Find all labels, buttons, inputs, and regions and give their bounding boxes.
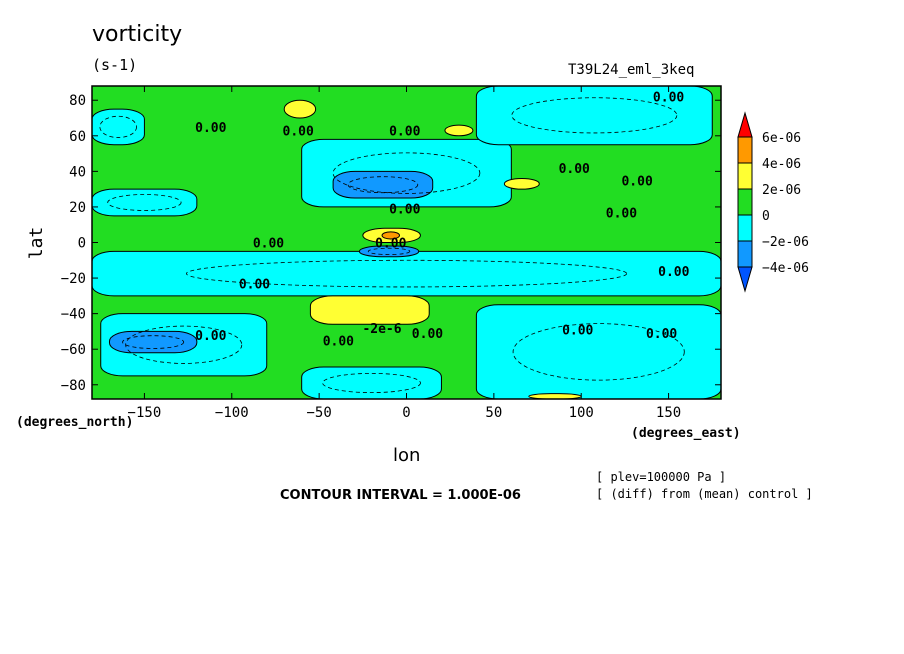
contour-label: 0.00 [389, 124, 420, 139]
colorbar-tick-label: 6e-06 [762, 131, 801, 146]
colorbar-tick-label: −2e-06 [762, 235, 809, 250]
contour-label: 0.00 [412, 327, 443, 342]
region--4e-06_to_-2e-06 [108, 330, 198, 354]
y-tick-label: 20 [69, 200, 86, 216]
colorbar-bottom-arrow [737, 266, 753, 293]
colorbar-tick-label: 0 [762, 209, 770, 224]
contour-label: 0.00 [283, 124, 314, 139]
contour-line [332, 152, 481, 194]
y-tick-label: −40 [61, 307, 86, 323]
colorbar-segment [737, 136, 753, 164]
region-2e-06_to_4e-06 [283, 99, 317, 119]
colorbar-top-arrow [737, 111, 753, 138]
region--2e-06_to_0 [92, 108, 145, 146]
x-axis-label: lon [393, 445, 421, 466]
contour-label: -2e-6 [362, 322, 401, 337]
x-unit-label: (degrees_east) [631, 426, 741, 441]
colorbar-tick-label: 2e-06 [762, 183, 801, 198]
contour-line [185, 259, 628, 288]
colorbar-segment [737, 188, 753, 216]
colorbar-segment [737, 162, 753, 190]
contour-label: 0.00 [653, 91, 684, 106]
dataset-name: T39L24_eml_3keq [568, 62, 695, 78]
x-tick-label: 50 [485, 405, 502, 421]
contour-label: 0.00 [253, 237, 284, 252]
contour-line [347, 176, 419, 194]
x-tick-label: −150 [128, 405, 162, 421]
contour-label: 0.00 [239, 277, 270, 292]
level-note: [ plev=100000 Pa ] [596, 470, 727, 484]
y-axis-label: lat [26, 227, 47, 260]
colorbar-segment [737, 214, 753, 242]
region-2e-06_to_4e-06 [309, 295, 430, 325]
contour-line [99, 115, 137, 138]
region--2e-06_to_0 [92, 188, 198, 217]
y-tick-label: −80 [61, 378, 86, 394]
region--4e-06_to_-2e-06 [332, 170, 434, 199]
colorbar-tick-label: 4e-06 [762, 157, 801, 172]
region--2e-06_to_0 [475, 86, 713, 146]
contour-line [512, 323, 685, 381]
region-2e-06_to_4e-06 [528, 393, 582, 399]
contour-label: 0.00 [195, 329, 226, 344]
diff-note: [ (diff) from (mean) control ] [596, 487, 813, 501]
contour-label: 0.00 [658, 265, 689, 280]
region--2e-06_to_0 [301, 366, 442, 399]
x-tick-label: −100 [215, 405, 249, 421]
region--2e-06_to_0 [475, 304, 721, 399]
contour-line [367, 247, 411, 255]
x-tick-label: 150 [656, 405, 681, 421]
colorbar-segment [737, 240, 753, 268]
contour-label: 0.00 [646, 327, 677, 342]
y-tick-label: 80 [69, 93, 86, 109]
contour-interval: CONTOUR INTERVAL = 1.000E-06 [280, 488, 521, 503]
contour-line [107, 194, 182, 211]
region-2e-06_to_4e-06 [444, 124, 474, 137]
x-tick-label: −50 [306, 405, 331, 421]
contour-label: 0.00 [389, 203, 420, 218]
chart-units: (s-1) [92, 56, 138, 74]
colorbar-tick-label: −4e-06 [762, 261, 809, 276]
y-tick-label: −60 [61, 342, 86, 358]
region-2e-06_to_4e-06 [503, 177, 540, 190]
contour-label: 0.00 [323, 334, 354, 349]
x-tick-label: 100 [569, 405, 594, 421]
contour-label: 0.00 [562, 324, 593, 339]
x-tick-label: 0 [402, 405, 410, 421]
y-unit-label: (degrees_north) [16, 415, 134, 430]
contour-label: 0.00 [621, 174, 652, 189]
contour-label: 0.00 [195, 121, 226, 136]
y-tick-label: 40 [69, 164, 86, 180]
contour-label: 0.00 [559, 162, 590, 177]
contour-line [322, 372, 421, 393]
region--4e-06_to_-2e-06 [358, 245, 420, 258]
y-tick-label: 0 [78, 236, 86, 252]
chart-title: vorticity [92, 22, 183, 47]
contour-label: 0.00 [375, 237, 406, 252]
region-4e-06_to_6e-06 [381, 231, 401, 240]
vorticity-map: 0.00 0.00 0.00 0.00 0.00 0.00 0.00 0.00 0.00 0.00… [26, 85, 809, 421]
y-tick-label: −20 [61, 271, 86, 287]
contour-line [511, 97, 678, 134]
y-tick-label: 60 [69, 129, 86, 145]
contour-label: 0.00 [606, 206, 637, 221]
contour-line [122, 335, 185, 349]
